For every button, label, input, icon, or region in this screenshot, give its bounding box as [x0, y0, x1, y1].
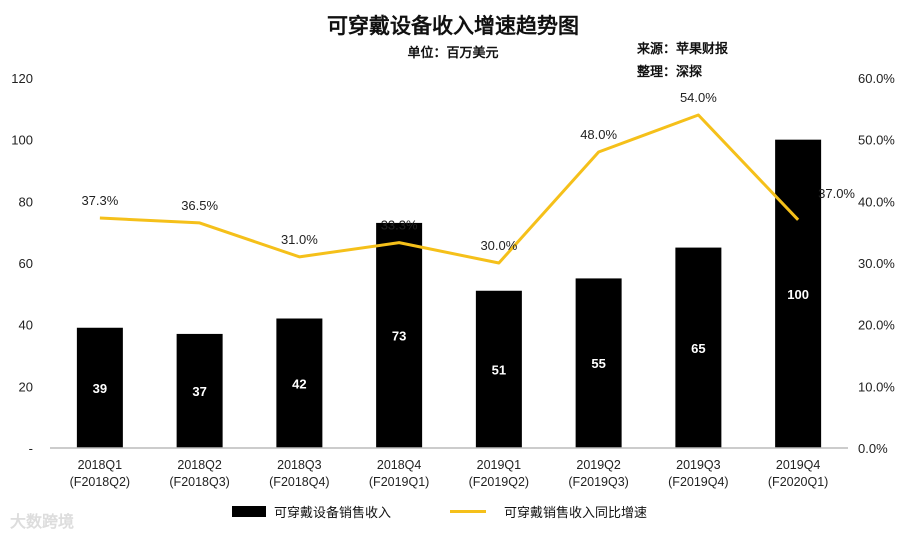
bar-label: 55: [591, 356, 605, 371]
x-tick-sublabel: (F2019Q4): [668, 475, 728, 489]
x-tick-label: 2019Q1: [477, 458, 522, 472]
bar-label: 39: [93, 381, 107, 396]
bar-label: 73: [392, 328, 406, 343]
left-tick-label: 80: [19, 194, 33, 209]
chart-title: 可穿戴设备收入增速趋势图: [327, 13, 579, 38]
x-tick-label: 2018Q1: [78, 458, 123, 472]
legend-item-line: 可穿戴销售收入同比增速: [450, 502, 647, 521]
right-tick-label: 50.0%: [858, 133, 895, 148]
watermark: 大数跨境: [10, 514, 75, 531]
bar: [76, 327, 123, 448]
bar-label: 42: [292, 376, 306, 391]
left-tick-label: 60: [19, 256, 33, 271]
growth-line: [99, 113, 800, 265]
x-tick-label: 2018Q2: [177, 458, 222, 472]
left-tick-label: 120: [11, 71, 33, 86]
bar: [575, 278, 622, 448]
x-tick-label: 2019Q4: [776, 458, 821, 472]
x-tick-sublabel: (F2018Q3): [169, 475, 229, 489]
bar: [376, 222, 423, 448]
line-label: 37.0%: [818, 186, 855, 201]
line-label: 36.5%: [181, 198, 218, 213]
x-tick-sublabel: (F2019Q1): [369, 475, 429, 489]
line-label: 33.3%: [381, 218, 418, 233]
bar: [475, 290, 522, 448]
bar-label: 100: [787, 287, 809, 302]
right-tick-label: 30.0%: [858, 256, 895, 271]
x-tick-sublabel: (F2018Q2): [70, 475, 130, 489]
line-label: 48.0%: [580, 127, 617, 142]
legend-swatch-line: [450, 510, 486, 513]
source-note: 来源：苹果财报: [637, 42, 729, 57]
legend-swatch-bar: [232, 506, 266, 517]
bar-label: 37: [192, 384, 206, 399]
bar: [276, 318, 323, 448]
right-tick-label: 40.0%: [858, 194, 895, 209]
line-label: 31.0%: [281, 232, 318, 247]
x-tick-label: 2018Q4: [377, 458, 422, 472]
x-tick-sublabel: (F2019Q3): [568, 475, 628, 489]
x-tick-sublabel: (F2019Q2): [469, 475, 529, 489]
x-tick-label: 2019Q2: [576, 458, 621, 472]
right-tick-label: 0.0%: [858, 441, 888, 456]
bar: [775, 139, 822, 448]
left-tick-label: 20: [19, 379, 33, 394]
line-label: 54.0%: [680, 90, 717, 105]
bar-label: 51: [492, 362, 506, 377]
right-tick-label: 10.0%: [858, 379, 895, 394]
left-tick-label: 100: [11, 133, 33, 148]
author-note: 整理：深探: [637, 65, 703, 80]
legend-item-bar: 可穿戴设备销售收入: [232, 502, 391, 521]
line-label: 30.0%: [480, 238, 517, 253]
legend-label-line: 可穿戴销售收入同比增速: [504, 506, 648, 521]
bar-label: 65: [691, 341, 705, 356]
chart-subtitle: 单位：百万美元: [407, 46, 499, 61]
right-tick-label: 20.0%: [858, 318, 895, 333]
line-label: 37.3%: [81, 193, 118, 208]
right-tick-label: 60.0%: [858, 71, 895, 86]
bar: [176, 333, 223, 448]
x-tick-label: 2018Q3: [277, 458, 322, 472]
left-tick-label: 40: [19, 318, 33, 333]
x-tick-label: 2019Q3: [676, 458, 721, 472]
x-tick-sublabel: (F2018Q4): [269, 475, 329, 489]
bar: [675, 247, 722, 448]
left-tick-label: -: [29, 441, 33, 456]
x-tick-sublabel: (F2020Q1): [768, 475, 828, 489]
legend-label-bar: 可穿戴设备销售收入: [274, 506, 392, 521]
